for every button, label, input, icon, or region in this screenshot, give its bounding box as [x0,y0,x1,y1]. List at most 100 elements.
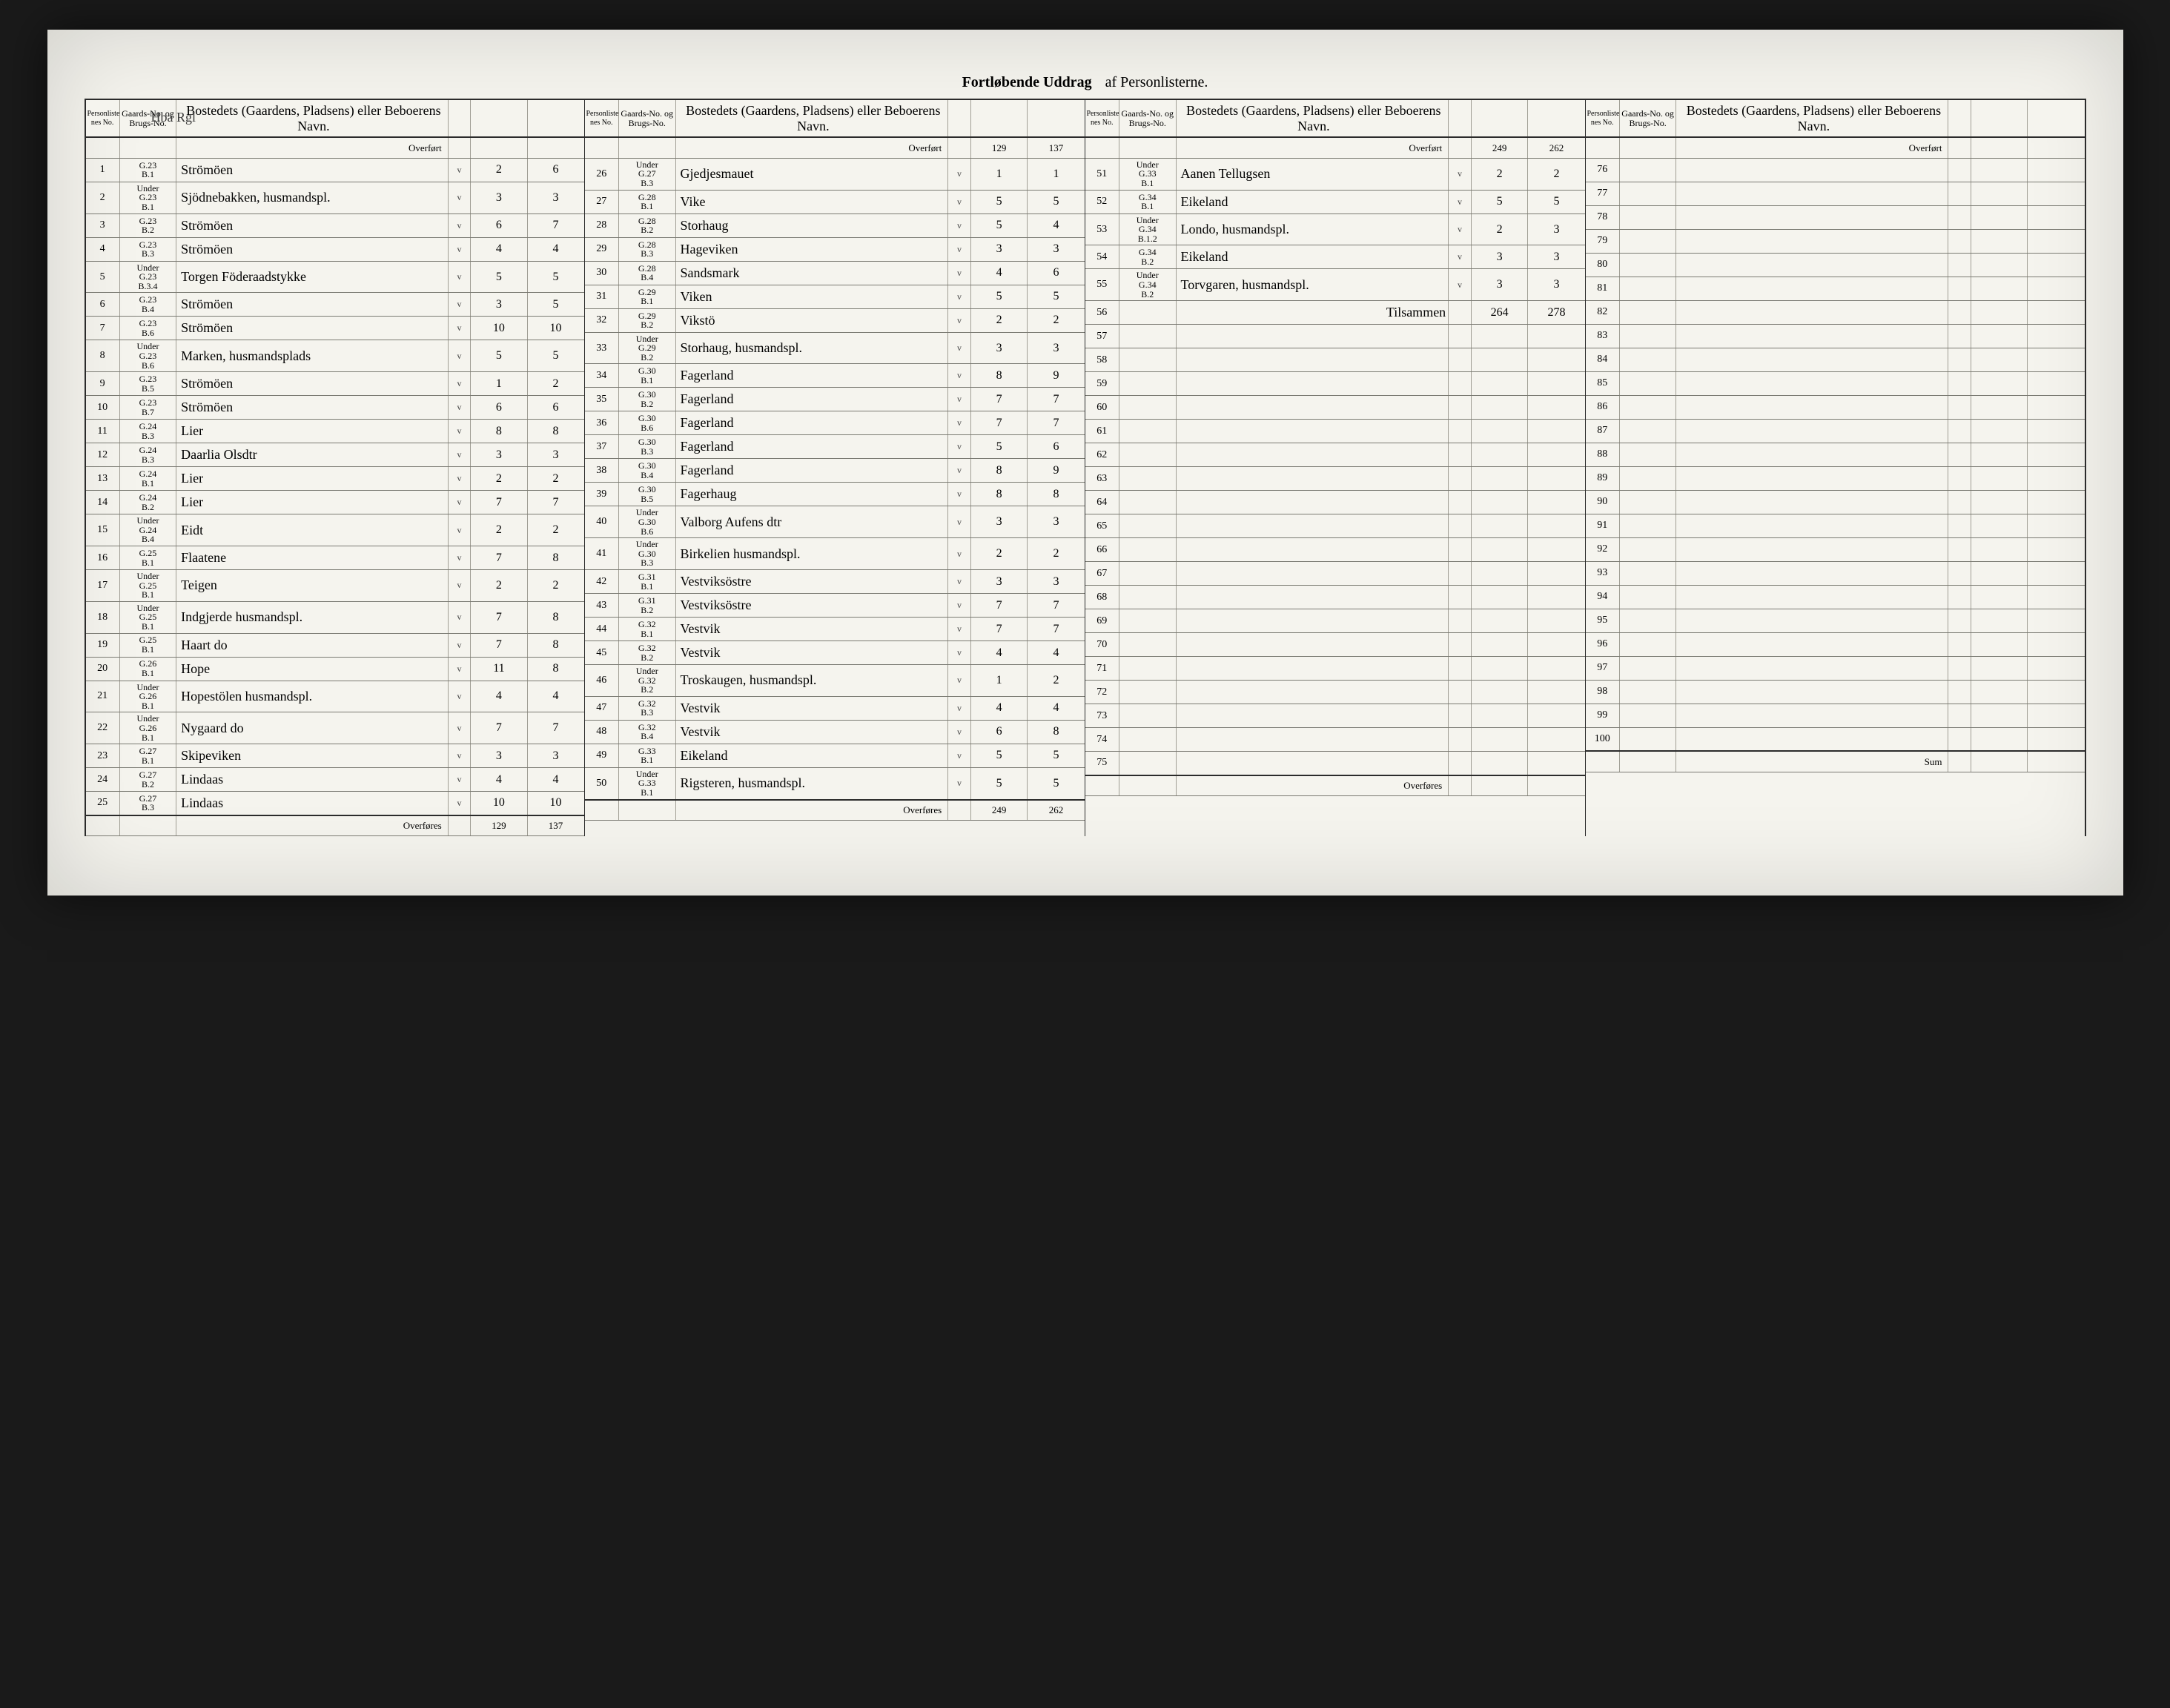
tilstede-count: 3 [970,237,1028,261]
row-number: 10 [86,396,120,420]
checkmark [1948,561,1971,585]
gaard-no: UnderG.33B.1 [1119,158,1176,190]
carry-bottom-h: 137 [527,815,583,836]
tilstede-count [1971,443,2028,466]
bosted-name: Hageviken [675,237,948,261]
checkmark: v [948,214,971,237]
hjemme-count: 5 [527,293,583,317]
row-number: 46 [585,665,619,697]
tilstede-count [1471,443,1528,467]
checkmark: v [448,372,471,396]
table-row: 65 [1085,514,1585,538]
col-header-gno: Gaards-No. og Brugs-No. [1119,100,1176,137]
checkmark: v [948,308,971,332]
bosted-name: Strömöen [176,293,449,317]
row-number: 83 [1586,324,1620,348]
row-number: 37 [585,435,619,459]
gaard-no: G.23B.4 [119,293,176,317]
bosted-name [1676,395,1948,419]
bosted-name: Lier [176,491,449,514]
hjemme-count: 2 [527,570,583,602]
checkmark [1449,681,1472,704]
checkmark [1948,253,1971,277]
row-number: 38 [585,459,619,483]
bosted-name: Vestvik [675,618,948,641]
gaard-no: G.32B.2 [618,641,675,665]
hjemme-count: 3 [1028,570,1085,594]
hjemme-count [2028,182,2085,205]
title-left: Fortløbende Uddrag [962,74,1092,91]
gaard-no [1119,443,1176,467]
gaard-no [1619,514,1676,537]
tilstede-count: 2 [471,570,527,602]
row-number: 54 [1085,245,1119,269]
gaard-no: G.32B.1 [618,618,675,641]
checkmark: v [448,237,471,261]
checkmark: v [448,396,471,420]
hjemme-count [1528,443,1585,467]
hjemme-count: 1 [1028,158,1085,190]
bosted-name: Troskaugen, husmandspl. [675,665,948,697]
tilstede-count: 5 [1471,190,1528,214]
hjemme-count [1528,420,1585,443]
table-row: 14G.24B.2Lierv77 [86,491,584,514]
row-number: 12 [86,443,120,467]
bosted-name: Storhaug [675,214,948,237]
bosted-name [1676,704,1948,727]
hjemme-count: 4 [527,237,583,261]
bosted-name [1176,325,1449,348]
checkmark: v [448,214,471,237]
bosted-name [1176,752,1449,775]
tilstede-count: 7 [471,546,527,570]
bosted-name [1176,348,1449,372]
checkmark [1948,727,1971,751]
tilstede-count [1471,562,1528,586]
checkmark [1449,633,1472,657]
bosted-name [1176,562,1449,586]
bosted-name: Rigsteren, husmandspl. [675,767,948,799]
tilstede-count: 7 [471,491,527,514]
checkmark [1449,396,1472,420]
gaard-no: G.30B.2 [618,388,675,411]
checkmark [1449,443,1472,467]
gaard-no: G.32B.3 [618,696,675,720]
bosted-name [1676,371,1948,395]
tilstede-count: 7 [970,594,1028,618]
bosted-name [1676,253,1948,277]
col-header-t [471,100,527,137]
sum-t: 264 [1471,301,1528,325]
table-row: 37G.30B.3Fagerlandv56 [585,435,1085,459]
gaard-no [1119,396,1176,420]
bosted-name: Strömöen [176,158,449,182]
hjemme-count [2028,609,2085,632]
checkmark: v [948,411,971,435]
row-number: 25 [86,792,120,815]
gaard-no [1119,633,1176,657]
gaard-no [1119,538,1176,562]
tilstede-count [1971,277,2028,300]
col-header-plno: Personlister-nes No. [1085,100,1119,137]
hjemme-count [2028,514,2085,537]
checkmark: v [448,601,471,633]
gaard-no [1619,466,1676,490]
ledger-table: Personlister-nes No.Gaards-No. og Brugs-… [1586,100,2085,772]
hjemme-count: 2 [1028,665,1085,697]
tilstede-count [1971,300,2028,324]
sum-label: Tilsammen [1176,301,1449,325]
gaard-no: UnderG.34B.1.2 [1119,214,1176,245]
carry-bottom-h [1528,775,1585,796]
table-row: 98 [1586,680,2085,704]
checkmark: v [448,712,471,744]
checkmark: v [448,420,471,443]
bosted-name [1176,609,1449,633]
hjemme-count [2028,704,2085,727]
carry-top-h [527,137,583,158]
hjemme-count [1528,704,1585,728]
bosted-name [1676,277,1948,300]
gaard-no [1119,728,1176,752]
checkmark: v [948,594,971,618]
carry-bottom-t: 249 [970,800,1028,821]
tilstede-count: 7 [970,618,1028,641]
bosted-name [1176,420,1449,443]
gaard-no: G.24B.3 [119,443,176,467]
